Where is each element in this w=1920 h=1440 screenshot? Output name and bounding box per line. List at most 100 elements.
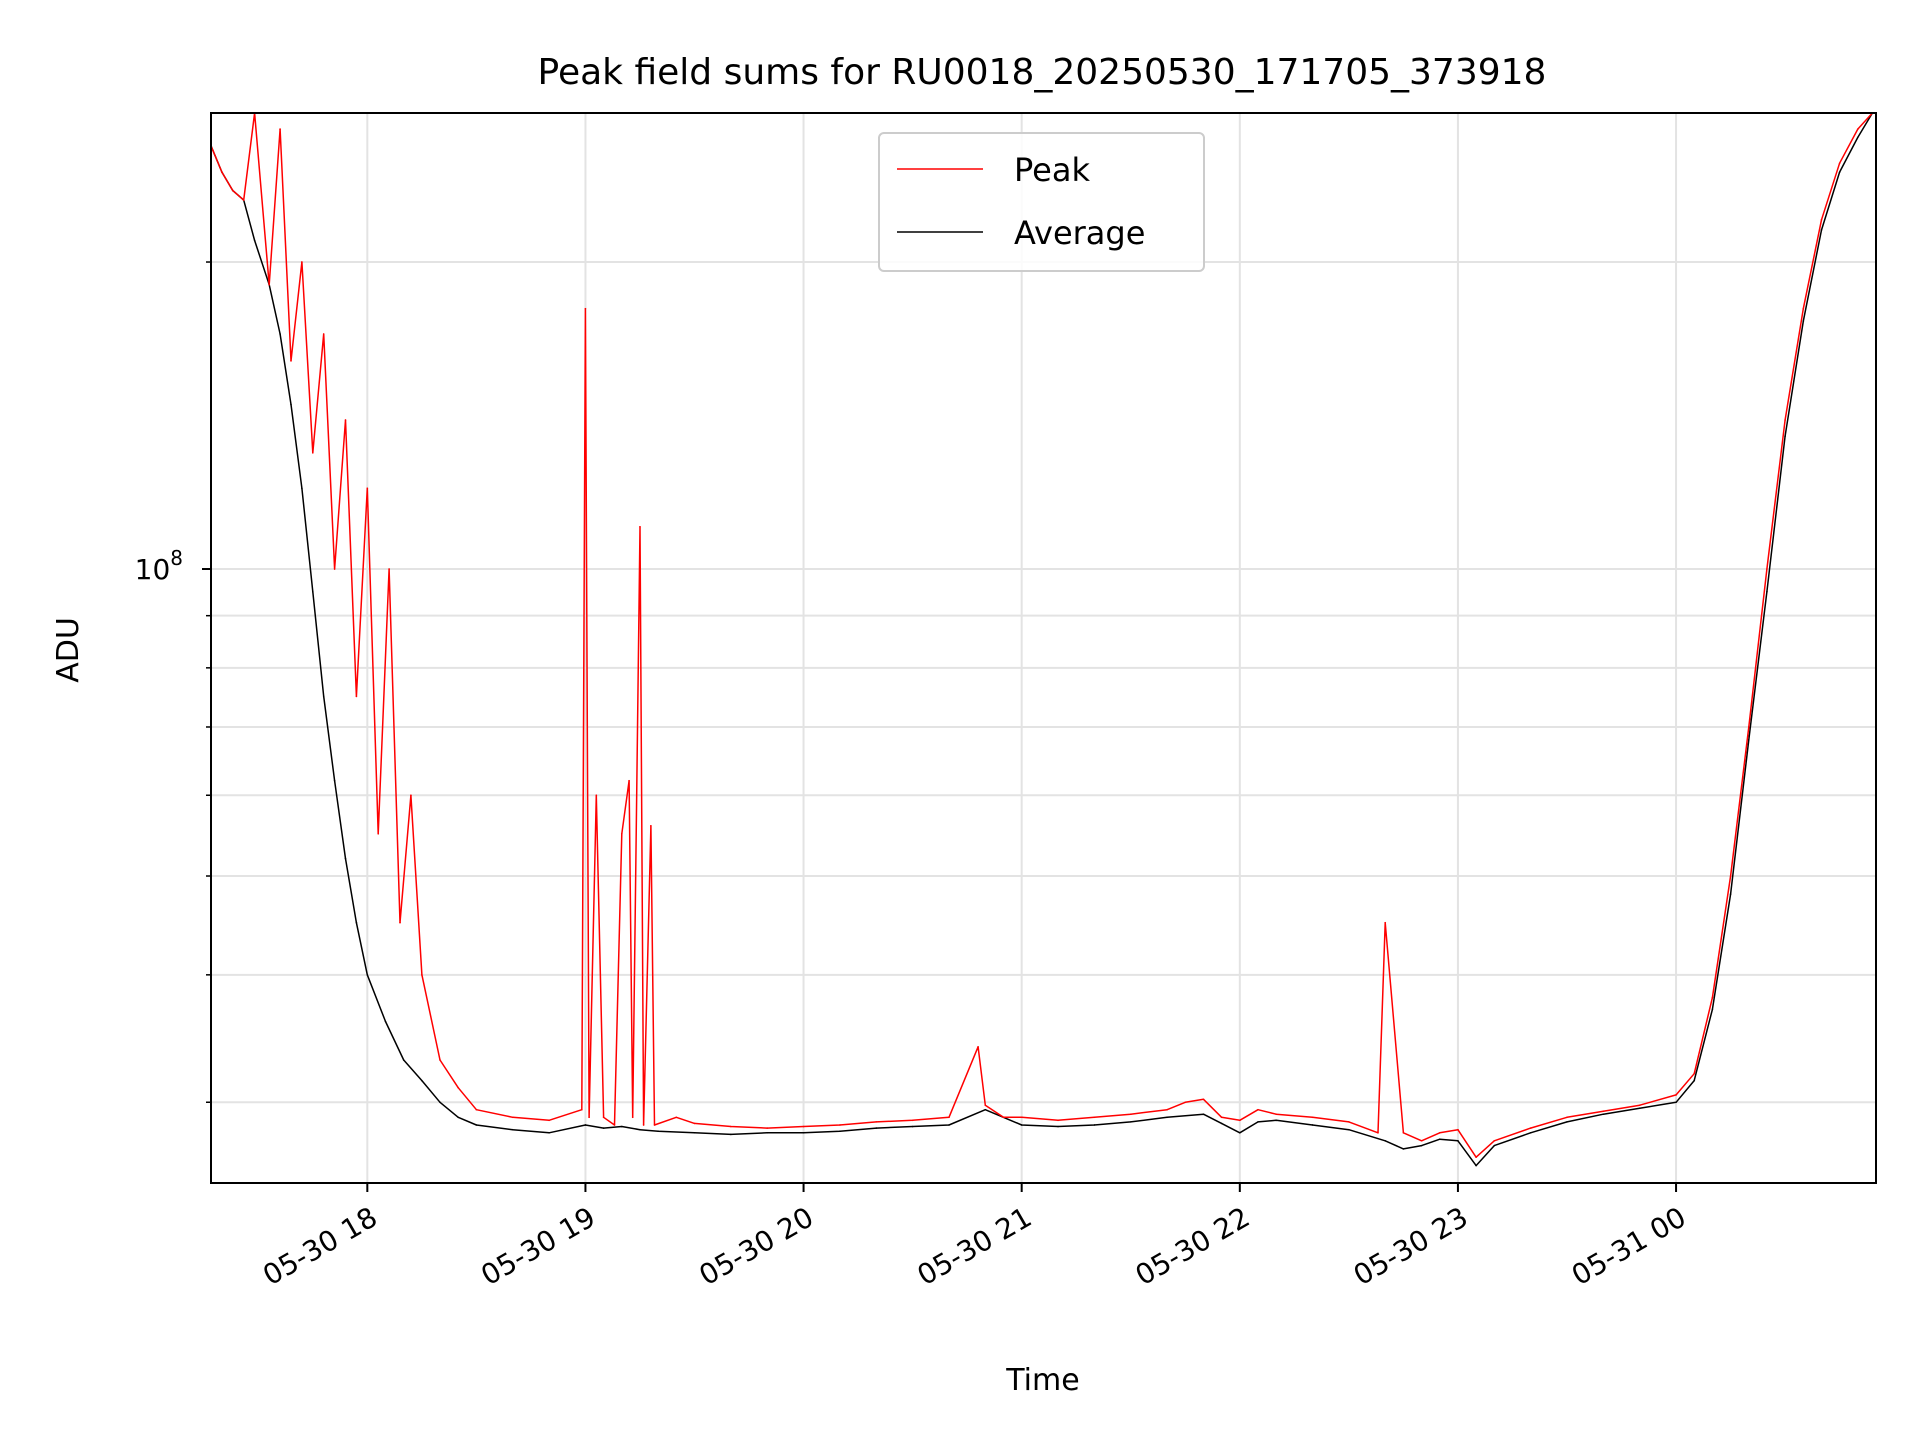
data-point-average	[1675, 1101, 1677, 1104]
data-point-average	[322, 695, 325, 698]
data-point-average	[1693, 1079, 1696, 1082]
data-point-average	[1275, 1119, 1277, 1122]
data-point-peak	[875, 1121, 878, 1123]
data-point-peak	[984, 1104, 987, 1107]
data-point-peak	[1675, 1094, 1677, 1096]
data-point-peak	[1438, 1132, 1441, 1134]
data-point-peak	[1420, 1139, 1423, 1142]
data-point-average	[693, 1132, 696, 1134]
data-point-peak	[613, 1124, 616, 1126]
data-point-average	[1747, 739, 1750, 741]
data-point-average	[1638, 1107, 1641, 1109]
data-point-peak	[1348, 1121, 1350, 1123]
data-point-peak	[1857, 128, 1859, 130]
data-point-average	[657, 1130, 659, 1133]
data-point-peak	[1402, 1132, 1405, 1134]
data-point-peak	[581, 1108, 583, 1111]
data-point-peak	[602, 1116, 605, 1119]
data-point-peak	[642, 1124, 645, 1126]
data-point-average	[1602, 1113, 1605, 1116]
data-point-average	[1802, 320, 1805, 322]
data-point-average	[639, 1128, 641, 1131]
data-point-average	[279, 333, 281, 335]
data-point-peak	[377, 832, 380, 835]
data-point-average	[311, 590, 314, 593]
data-point-peak	[439, 1059, 441, 1061]
data-point-peak	[1184, 1101, 1187, 1104]
legend-box	[878, 132, 1205, 272]
data-point-peak	[1275, 1113, 1277, 1116]
data-point-peak	[1802, 307, 1805, 310]
data-point-average	[1784, 435, 1786, 437]
data-point-peak	[1838, 162, 1841, 164]
data-point-average	[1857, 136, 1859, 139]
data-point-peak	[1377, 1132, 1379, 1134]
data-point-average	[1020, 1124, 1023, 1126]
data-point-peak	[399, 921, 401, 924]
data-point-average	[475, 1124, 478, 1126]
data-point-average	[1093, 1124, 1096, 1126]
data-point-peak	[1602, 1110, 1605, 1112]
data-point-peak	[311, 452, 314, 454]
data-point-peak	[639, 526, 641, 528]
data-point-peak	[268, 283, 270, 286]
data-point-peak	[1384, 921, 1387, 924]
data-point-peak	[839, 1124, 841, 1126]
y-tick-label: 108	[135, 546, 183, 586]
data-point-average	[802, 1132, 805, 1134]
data-point-peak	[620, 832, 623, 835]
data-point-peak	[1166, 1108, 1168, 1111]
data-point-peak	[279, 128, 281, 130]
data-point-peak	[1475, 1156, 1477, 1158]
data-point-average	[344, 857, 347, 860]
data-point-average	[1529, 1132, 1532, 1134]
data-point-average	[1257, 1121, 1259, 1123]
data-point-average	[1384, 1139, 1387, 1142]
data-point-average	[1711, 1008, 1714, 1011]
legend-label-peak: Peak	[1014, 151, 1090, 189]
data-point-average	[421, 1079, 423, 1082]
data-point-peak	[242, 199, 245, 201]
data-point-average	[1348, 1128, 1350, 1131]
data-point-peak	[1129, 1113, 1132, 1116]
data-point-peak	[1784, 419, 1786, 421]
y-tick-exponent: 8	[170, 546, 183, 570]
data-point-peak	[475, 1108, 478, 1111]
data-point-peak	[366, 487, 369, 490]
data-point-average	[948, 1124, 950, 1126]
data-point-peak	[653, 1124, 656, 1126]
data-point-peak	[802, 1125, 805, 1128]
data-point-peak	[221, 171, 223, 173]
data-point-average	[875, 1127, 878, 1129]
data-point-peak	[1693, 1072, 1696, 1075]
data-point-peak	[766, 1127, 769, 1129]
data-point-peak	[511, 1116, 514, 1119]
data-point-peak	[1257, 1108, 1259, 1111]
data-point-peak	[301, 261, 303, 263]
data-point-average	[620, 1125, 623, 1128]
data-point-peak	[410, 794, 412, 797]
data-point-peak	[911, 1119, 914, 1122]
data-point-peak	[355, 695, 358, 698]
data-point-average	[402, 1059, 405, 1061]
data-point-average	[511, 1128, 514, 1131]
data-point-peak	[977, 1046, 979, 1048]
data-point-peak	[232, 189, 234, 192]
data-point-average	[602, 1127, 605, 1129]
data-point-peak	[290, 360, 292, 362]
data-point-average	[355, 921, 358, 924]
data-point-peak	[388, 568, 390, 570]
plot-area	[210, 112, 1874, 1167]
data-point-average	[1766, 590, 1768, 593]
data-point-peak	[1093, 1116, 1096, 1119]
data-point-peak	[344, 419, 347, 421]
legend-label-average: Average	[1014, 214, 1145, 252]
data-point-average	[766, 1132, 769, 1134]
data-point-average	[1220, 1122, 1223, 1125]
data-point-average	[1311, 1124, 1314, 1126]
data-point-average	[1402, 1148, 1405, 1150]
data-point-peak	[1220, 1116, 1223, 1119]
data-point-peak	[1711, 996, 1714, 999]
data-point-average	[1838, 171, 1841, 173]
data-point-peak	[675, 1116, 678, 1119]
